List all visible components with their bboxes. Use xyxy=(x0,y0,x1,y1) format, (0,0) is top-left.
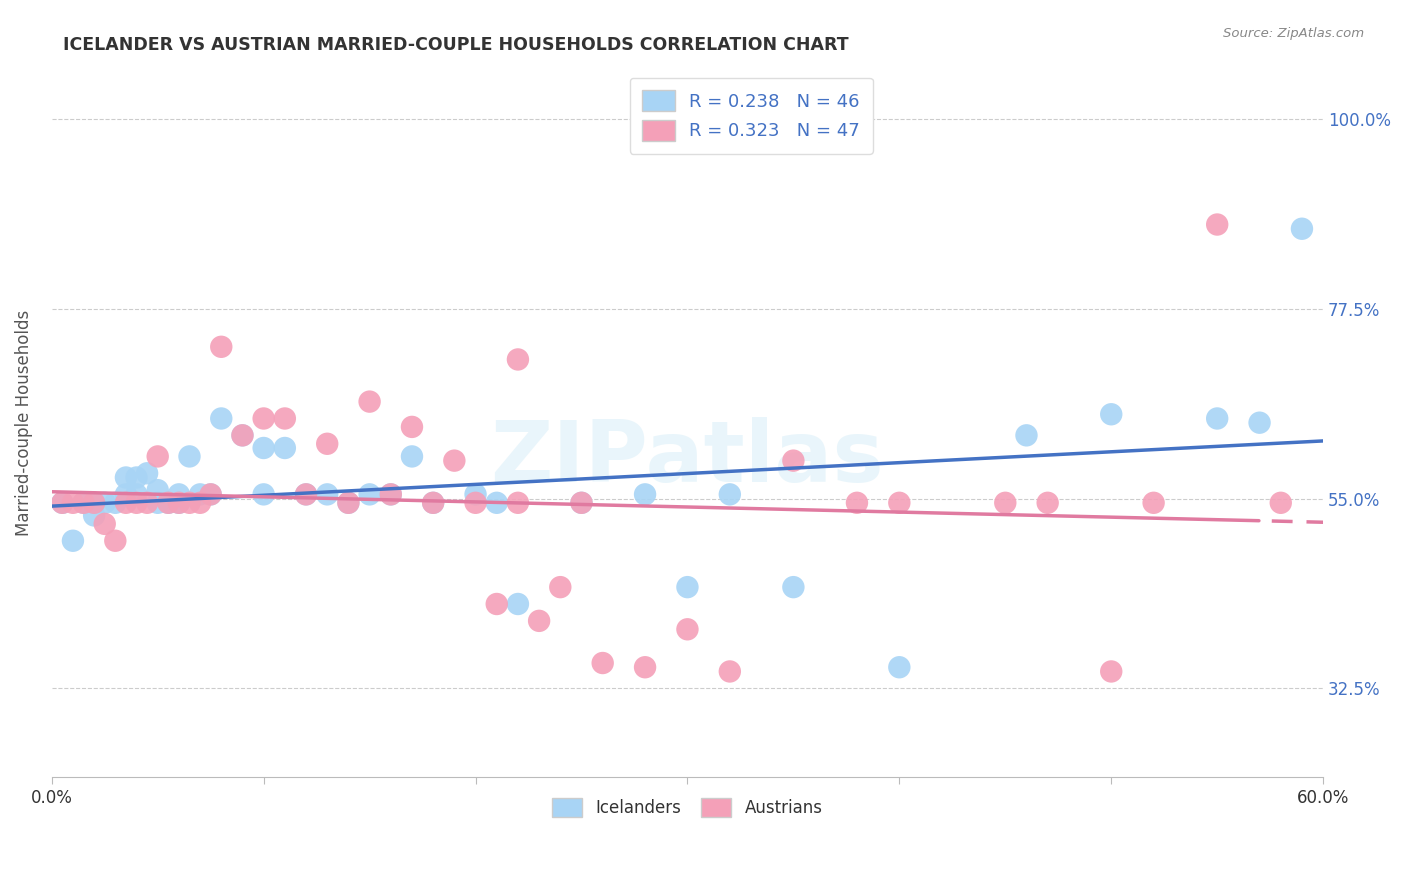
Point xyxy=(167,487,190,501)
Point xyxy=(188,487,211,501)
Point xyxy=(592,656,614,670)
Point xyxy=(179,450,201,464)
Text: ICELANDER VS AUSTRIAN MARRIED-COUPLE HOUSEHOLDS CORRELATION CHART: ICELANDER VS AUSTRIAN MARRIED-COUPLE HOU… xyxy=(63,36,849,54)
Point xyxy=(167,496,190,510)
Point xyxy=(634,487,657,501)
Point xyxy=(274,411,297,425)
Point xyxy=(83,496,105,510)
Point xyxy=(1015,428,1038,442)
Point xyxy=(188,496,211,510)
Point xyxy=(464,487,486,501)
Point xyxy=(422,496,444,510)
Point xyxy=(889,660,911,674)
Point xyxy=(506,352,529,367)
Point xyxy=(485,597,508,611)
Point xyxy=(115,470,138,484)
Point xyxy=(443,453,465,467)
Point xyxy=(634,660,657,674)
Point xyxy=(146,496,169,510)
Text: ZIPatlas: ZIPatlas xyxy=(491,417,884,500)
Point xyxy=(72,496,94,510)
Point xyxy=(316,437,339,451)
Point xyxy=(83,508,105,523)
Point xyxy=(200,487,222,501)
Point xyxy=(200,487,222,501)
Point xyxy=(718,487,741,501)
Point xyxy=(380,487,402,501)
Point xyxy=(253,487,276,501)
Point xyxy=(782,580,804,594)
Point xyxy=(718,665,741,679)
Point xyxy=(115,496,138,510)
Point xyxy=(83,496,105,510)
Point xyxy=(146,483,169,498)
Point xyxy=(51,496,73,510)
Point xyxy=(994,496,1017,510)
Point xyxy=(1142,496,1164,510)
Y-axis label: Married-couple Households: Married-couple Households xyxy=(15,310,32,536)
Point xyxy=(464,496,486,510)
Point xyxy=(125,470,148,484)
Point xyxy=(337,496,360,510)
Point xyxy=(125,487,148,501)
Point xyxy=(422,496,444,510)
Point xyxy=(380,487,402,501)
Point xyxy=(295,487,318,501)
Point xyxy=(51,496,73,510)
Point xyxy=(93,496,115,510)
Point xyxy=(571,496,593,510)
Point xyxy=(157,496,180,510)
Point xyxy=(1099,665,1122,679)
Point xyxy=(359,394,381,409)
Point xyxy=(571,496,593,510)
Point xyxy=(157,496,180,510)
Point xyxy=(253,441,276,455)
Point xyxy=(676,622,699,636)
Text: Source: ZipAtlas.com: Source: ZipAtlas.com xyxy=(1223,27,1364,40)
Point xyxy=(337,496,360,510)
Point xyxy=(231,428,253,442)
Point xyxy=(72,496,94,510)
Point xyxy=(295,487,318,501)
Point xyxy=(62,533,84,548)
Point xyxy=(527,614,550,628)
Point xyxy=(1270,496,1292,510)
Point xyxy=(676,580,699,594)
Point xyxy=(104,533,127,548)
Point xyxy=(146,450,169,464)
Point xyxy=(485,496,508,510)
Point xyxy=(62,496,84,510)
Point xyxy=(1249,416,1271,430)
Point xyxy=(209,340,232,354)
Point xyxy=(506,496,529,510)
Point xyxy=(401,420,423,434)
Point xyxy=(889,496,911,510)
Point xyxy=(179,496,201,510)
Point xyxy=(167,496,190,510)
Point xyxy=(1206,218,1229,232)
Point xyxy=(125,496,148,510)
Point xyxy=(209,411,232,425)
Point xyxy=(274,441,297,455)
Point xyxy=(550,580,572,594)
Point xyxy=(316,487,339,501)
Point xyxy=(1099,407,1122,421)
Point xyxy=(359,487,381,501)
Point xyxy=(115,487,138,501)
Point xyxy=(506,597,529,611)
Point xyxy=(846,496,869,510)
Point xyxy=(1036,496,1059,510)
Point xyxy=(782,453,804,467)
Point xyxy=(401,450,423,464)
Point xyxy=(136,467,159,481)
Point xyxy=(1291,221,1313,235)
Legend: Icelanders, Austrians: Icelanders, Austrians xyxy=(544,789,831,825)
Point xyxy=(1206,411,1229,425)
Point xyxy=(93,516,115,531)
Point xyxy=(136,496,159,510)
Point xyxy=(253,411,276,425)
Point xyxy=(104,496,127,510)
Point xyxy=(231,428,253,442)
